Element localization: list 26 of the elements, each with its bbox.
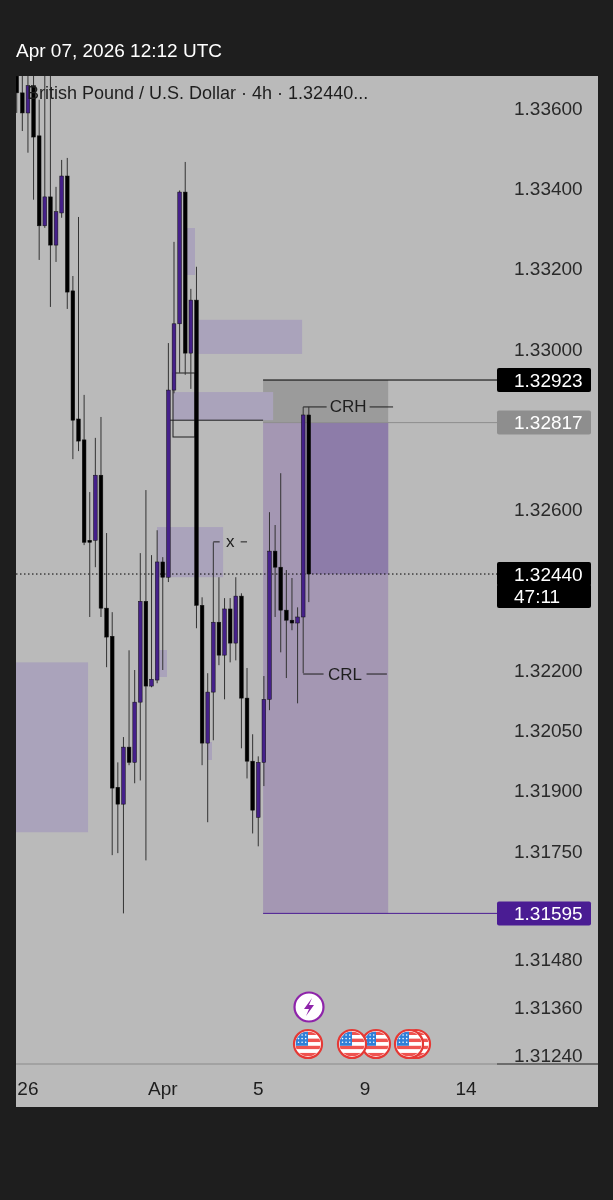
x-tick-label: 14 bbox=[455, 1077, 478, 1099]
y-tick-label: 1.32200 bbox=[514, 659, 583, 681]
x-tick-label: 9 bbox=[359, 1077, 371, 1099]
y-tick-label: 1.31750 bbox=[514, 840, 583, 862]
y-tick-label: 1.31360 bbox=[514, 997, 583, 1019]
y-tick-label: 1.31240 bbox=[514, 1045, 583, 1067]
ref-line-label: 1.31595 bbox=[514, 902, 583, 924]
x-tick-label: 5 bbox=[252, 1077, 264, 1099]
ref-line-label: 1.32923 bbox=[514, 369, 583, 391]
text: 47:11 bbox=[514, 585, 561, 607]
y-tick-label: 1.32050 bbox=[514, 720, 583, 742]
y-tick-label: 1.31900 bbox=[514, 780, 583, 802]
y-tick-label: 1.33400 bbox=[514, 177, 583, 199]
x-tick-label: Apr bbox=[147, 1077, 179, 1099]
ref-line-label: x bbox=[225, 532, 235, 552]
text: Apr 07, 2026 12:12 UTC bbox=[16, 39, 222, 61]
y-tick-label: 1.33000 bbox=[514, 338, 583, 360]
y-tick-label: 1.33600 bbox=[514, 97, 583, 119]
ref-line-label: 1.32817 bbox=[514, 412, 583, 434]
ref-line-label: CRH bbox=[329, 397, 367, 417]
x-tick-label: 26 bbox=[17, 1077, 39, 1099]
ref-line-label: 1.32440 bbox=[514, 563, 583, 585]
y-tick-label: 1.31480 bbox=[514, 949, 583, 971]
y-tick-label: 1.33200 bbox=[514, 258, 583, 280]
y-tick-label: 1.32600 bbox=[514, 499, 583, 521]
ref-line-label: CRL bbox=[328, 664, 363, 684]
